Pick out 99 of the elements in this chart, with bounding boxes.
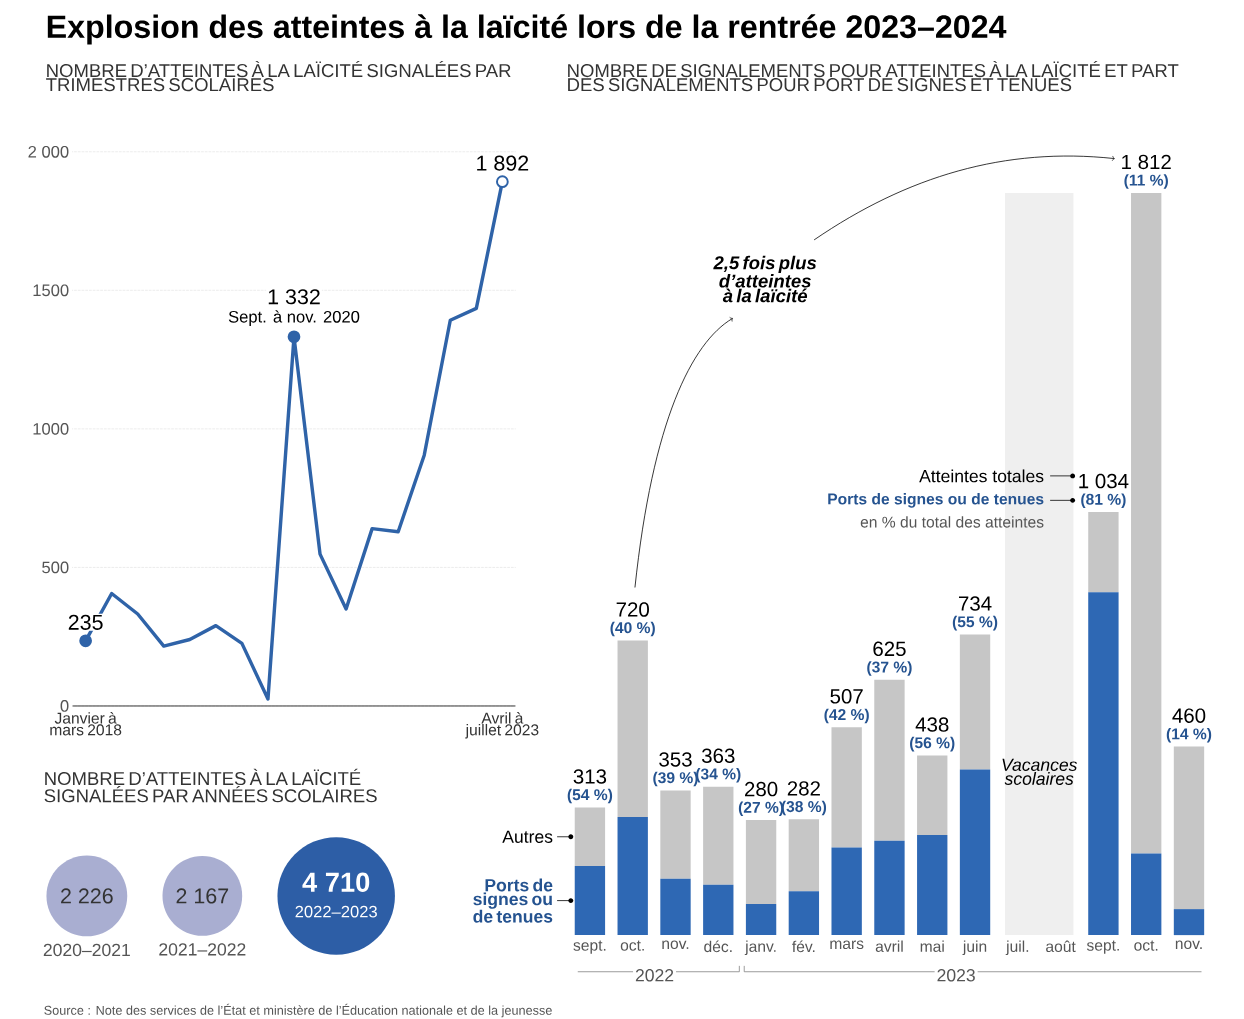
bar — [703, 786, 734, 885]
chart-title: Explosion des atteintes à la laïcité lors de la rentrée 2023–2024 — [47, 14, 1007, 45]
bar — [745, 819, 777, 904]
x-tick-label: oct. — [1134, 940, 1158, 951]
bar — [1088, 592, 1119, 935]
bar — [874, 840, 905, 935]
annotation: (56 %) — [910, 736, 955, 752]
bar — [617, 640, 648, 817]
annotation: Ports de signes ou de tenues — [828, 492, 1044, 508]
bar — [831, 727, 862, 848]
x-tick-label: juin — [962, 940, 987, 955]
data-label: 2 167 — [176, 888, 229, 904]
annotation: en % du total des atteintes — [860, 516, 1044, 528]
x-tick-label: Avril à juillet 2023 — [465, 711, 539, 739]
x-tick-label: mars — [830, 940, 864, 949]
bar — [831, 847, 862, 935]
chart-title: NOMBRE DE SIGNALEMENTS POUR ATTEINTES À LA LAÏCITÉ ET PART DES SIGNALEMENTS POUR PORT DE SIGNES ET TENUES — [568, 60, 1179, 92]
text: 2022 — [635, 968, 674, 982]
annotation: 438 — [915, 717, 949, 732]
annotation: (34 %) — [696, 767, 741, 783]
bar — [574, 865, 606, 935]
point — [496, 175, 509, 188]
annotation: 353 — [659, 752, 692, 767]
bar — [788, 891, 820, 935]
category-label: 2021–2022 — [159, 943, 246, 956]
bar — [703, 884, 734, 935]
annotation: Sept. à nov. 2020 — [228, 310, 360, 326]
bar — [617, 816, 648, 935]
annotation: 235 — [68, 614, 103, 630]
data-label: 4 710 — [302, 872, 370, 892]
source-note: Source : Note des services de l’État et ministère de l’Éducation nationale et de la jeunesse — [44, 1003, 552, 1018]
annotation: (55 %) — [952, 615, 998, 631]
annotation: 2,5 fois plus d’atteintes à la laïcité — [713, 255, 817, 303]
annotation: 1 034 — [1079, 473, 1129, 489]
series-label: Autres — [502, 830, 553, 843]
text: 2023 — [937, 968, 975, 982]
bar — [788, 819, 820, 892]
bar — [917, 834, 948, 935]
annotation: (37 %) — [867, 660, 912, 676]
bar — [1088, 511, 1119, 593]
x-tick-label: nov. — [1175, 940, 1202, 949]
annotation: 282 — [787, 780, 820, 796]
bar — [574, 807, 606, 866]
bar — [917, 755, 948, 835]
bar — [874, 679, 905, 841]
x-tick-label: sept. — [1086, 940, 1119, 954]
band-label: Vacances scolaires — [1002, 758, 1078, 785]
annotation: (81 %) — [1081, 493, 1126, 508]
y-tick-label: 1000 — [33, 422, 69, 435]
annotation: 280 — [745, 781, 778, 797]
x-tick-label: avril — [875, 940, 903, 952]
bar — [660, 790, 691, 879]
annotation: Atteintes totales — [919, 469, 1044, 483]
y-tick-label: 1500 — [33, 284, 69, 297]
annotation: (40 %) — [610, 621, 655, 637]
x-tick-label: sept. — [573, 940, 606, 954]
annotation: (42 %) — [824, 708, 869, 724]
annotation: 1 812 — [1122, 154, 1171, 170]
annotation: (11 %) — [1124, 174, 1168, 189]
chart-subtitle: NOMBRE D’ATTEINTES À LA LAÏCITÉ SIGNALÉES PAR TRIMESTRES SCOLAIRES — [46, 60, 511, 92]
annotation: 734 — [959, 596, 992, 611]
x-tick-label: août — [1046, 940, 1076, 952]
category-label: 2020–2021 — [43, 943, 130, 956]
bar — [959, 634, 991, 770]
annotation: 1 892 — [477, 155, 529, 171]
y-tick-label: 0 — [60, 699, 69, 712]
bar — [745, 903, 777, 935]
bar — [1131, 192, 1162, 854]
annotation: 625 — [873, 641, 906, 656]
x-tick-label: juil. — [1005, 940, 1029, 955]
bar — [660, 878, 691, 935]
annotation: (54 %) — [567, 788, 613, 804]
x-tick-label: déc. — [704, 940, 732, 953]
bar — [1173, 908, 1205, 935]
x-tick-label: janv. — [744, 940, 776, 955]
text: NOMBRE D’ATTEINTES À LA LAÏCITÉ SIGNALÉES PAR ANNÉES SCOLAIRES — [44, 768, 377, 803]
category-label: 2022–2023 — [295, 905, 377, 918]
bar — [1173, 746, 1205, 909]
annotation: 313 — [573, 769, 607, 784]
annotation: 1 332 — [268, 289, 320, 305]
y-tick-label: 500 — [42, 561, 69, 574]
annotation: (14 %) — [1166, 727, 1212, 743]
x-tick-label: mai — [920, 940, 944, 952]
annotation: 507 — [830, 688, 863, 704]
annotation: 720 — [616, 602, 649, 617]
bar — [1131, 853, 1162, 935]
x-tick-label: Janvier à mars 2018 — [50, 711, 122, 736]
annotation: 363 — [701, 748, 735, 763]
y-tick-label: 2 000 — [28, 145, 69, 158]
x-tick-label: nov. — [662, 940, 689, 949]
point — [79, 634, 92, 648]
series-label: Ports de signes ou de tenues — [473, 878, 553, 923]
annotation: 460 — [1172, 708, 1206, 723]
bar — [959, 769, 991, 935]
data-label: 2 226 — [61, 888, 113, 904]
annotation: (39 %) — [653, 771, 698, 787]
point — [287, 330, 301, 344]
x-tick-label: fév. — [792, 940, 815, 953]
x-tick-label: oct. — [620, 940, 644, 951]
